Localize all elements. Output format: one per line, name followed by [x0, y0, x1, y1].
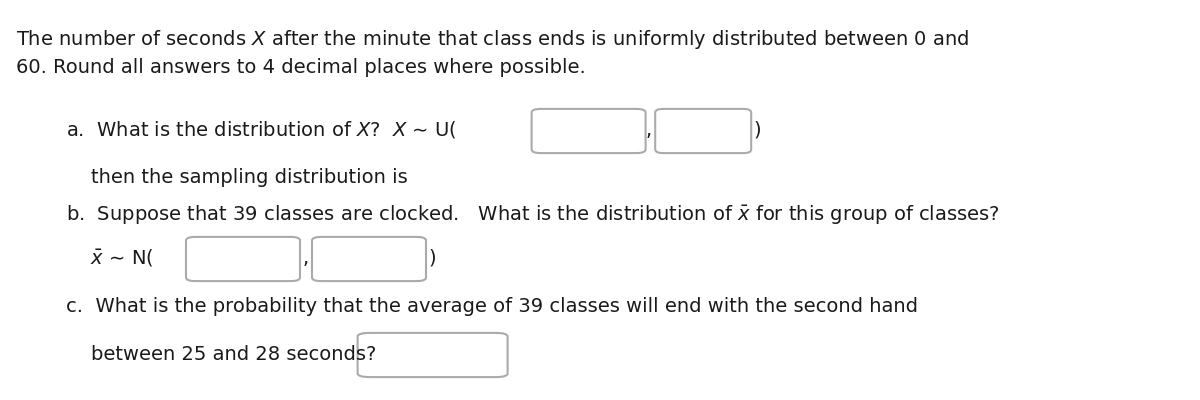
FancyBboxPatch shape: [186, 237, 300, 281]
Text: b.  Suppose that 39 classes are clocked.   What is the distribution of $\bar{x}$: b. Suppose that 39 classes are clocked. …: [66, 202, 1000, 226]
Text: ): ): [754, 120, 761, 140]
Text: 60. Round all answers to 4 decimal places where possible.: 60. Round all answers to 4 decimal place…: [16, 58, 586, 77]
FancyBboxPatch shape: [358, 333, 508, 377]
FancyBboxPatch shape: [532, 109, 646, 153]
Text: ,: ,: [302, 248, 308, 268]
Text: a.  What is the distribution of $X$?  $X$ ∼ U(: a. What is the distribution of $X$? $X$ …: [66, 120, 457, 140]
Text: between 25 and 28 seconds?: between 25 and 28 seconds?: [66, 344, 377, 364]
Text: ,: ,: [646, 120, 652, 140]
Text: c.  What is the probability that the average of 39 classes will end with the sec: c. What is the probability that the aver…: [66, 296, 918, 316]
Text: $\bar{x}$ ∼ N(: $\bar{x}$ ∼ N(: [66, 248, 154, 268]
Text: ): ): [428, 248, 436, 268]
FancyBboxPatch shape: [655, 109, 751, 153]
FancyBboxPatch shape: [312, 237, 426, 281]
Text: then the sampling distribution is: then the sampling distribution is: [66, 168, 408, 188]
Text: The number of seconds $X$ after the minute that class ends is uniformly distribu: The number of seconds $X$ after the minu…: [16, 28, 970, 51]
